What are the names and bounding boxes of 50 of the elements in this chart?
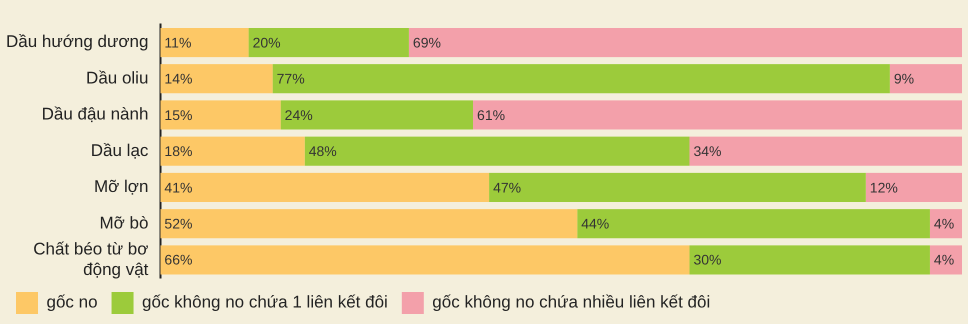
- y-tick-label: Dầu hướng dương: [6, 32, 148, 52]
- data-label: 61%: [477, 106, 506, 123]
- data-label: 44%: [581, 216, 610, 232]
- bar: [577, 209, 930, 238]
- data-label: 12%: [870, 179, 898, 196]
- bar: [160, 172, 490, 202]
- data-label: 30%: [693, 252, 722, 268]
- bar: [304, 136, 690, 166]
- data-label: 52%: [164, 216, 192, 232]
- bar: [160, 100, 281, 130]
- data-label: 41%: [164, 179, 192, 196]
- y-tick-label: Mỡ lợn: [94, 177, 148, 196]
- bar: [272, 64, 890, 94]
- y-tick-label: Mỡ bò: [99, 213, 148, 232]
- data-label: 4%: [934, 252, 954, 268]
- y-tick-label: Dầu đậu nành: [42, 104, 148, 124]
- data-label: 24%: [284, 106, 313, 123]
- y-tick-label: Dầu lạc: [90, 140, 149, 160]
- bar: [408, 28, 962, 58]
- y-tick-label: Chất béo từ bơ động vật: [33, 239, 149, 279]
- bar: [689, 136, 962, 166]
- bar: [160, 28, 249, 58]
- legend-label: gốc không no chứa nhiều liên kết đôi: [432, 292, 710, 312]
- bar: [160, 64, 273, 94]
- legend-label: gốc không no chứa 1 liên kết đôi: [142, 292, 388, 312]
- data-label: 18%: [164, 143, 192, 160]
- data-label: 9%: [894, 70, 914, 87]
- data-label: 47%: [493, 179, 522, 196]
- bar: [248, 28, 409, 58]
- data-label: 66%: [164, 252, 192, 268]
- bar: [160, 209, 578, 238]
- bar: [160, 136, 305, 166]
- data-label: 20%: [252, 34, 281, 50]
- data-label: 77%: [276, 70, 305, 87]
- y-tick-label: Dầu oliu: [86, 68, 148, 88]
- bar: [866, 172, 962, 202]
- bar: [689, 245, 930, 274]
- data-label: 15%: [164, 106, 192, 123]
- data-label: 69%: [412, 34, 441, 50]
- bar: [489, 172, 866, 202]
- data-label: 48%: [308, 143, 337, 160]
- bar: [473, 100, 962, 130]
- data-label: 4%: [934, 216, 954, 232]
- bar: [160, 245, 690, 274]
- data-label: 34%: [693, 143, 722, 160]
- data-label: 11%: [164, 34, 192, 50]
- bar: [890, 64, 962, 94]
- legend-label: gốc no: [46, 292, 98, 312]
- data-label: 14%: [164, 70, 192, 87]
- bar: [280, 100, 474, 130]
